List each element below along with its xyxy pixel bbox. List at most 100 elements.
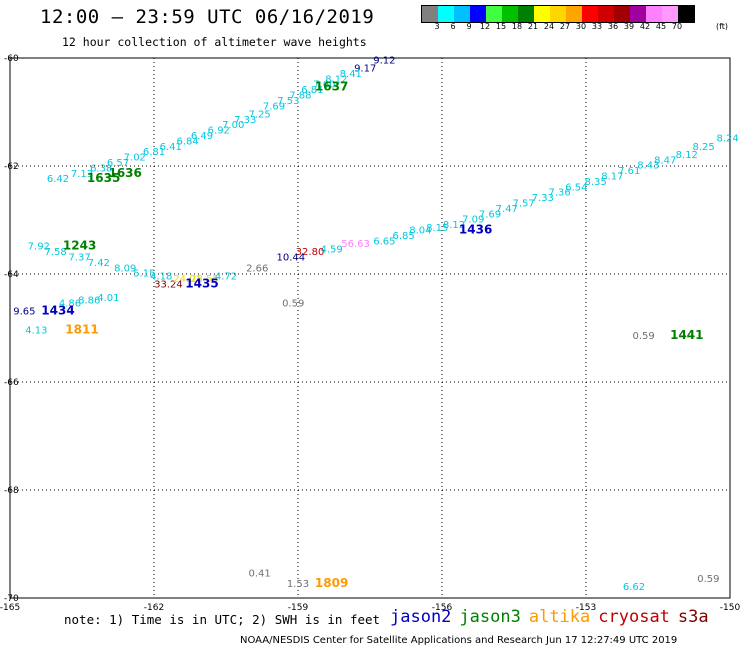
wave-height-label: 8.35 bbox=[584, 177, 606, 188]
wave-height-label: 7.92 bbox=[28, 242, 50, 253]
wave-height-label: 6.62 bbox=[623, 582, 645, 593]
footer-credit: NOAA/NESDIS Center for Satellite Applica… bbox=[240, 635, 678, 646]
satellite-cryosat: cryosat bbox=[598, 607, 670, 627]
satellite-legend: jason2 jason3 altika cryosat s3a bbox=[390, 607, 717, 627]
wave-height-label: 8.12 bbox=[443, 220, 465, 231]
wave-height-label: 28.55 bbox=[190, 274, 219, 285]
pass-time-label: 1637 bbox=[315, 79, 348, 93]
wave-height-label: 9.12 bbox=[373, 55, 395, 66]
wave-height-label: 8.04 bbox=[409, 226, 431, 237]
colorbar-label: 12 bbox=[479, 22, 491, 31]
wave-height-label: 8.15 bbox=[426, 223, 448, 234]
wave-height-label: 6.85 bbox=[392, 231, 414, 242]
wave-height-label: 4.13 bbox=[25, 325, 47, 336]
colorbar-swatch bbox=[646, 6, 662, 22]
colorbar-swatch bbox=[566, 6, 582, 22]
wave-height-label: 8.41 bbox=[340, 69, 362, 80]
wave-height-label: 7.37 bbox=[68, 253, 90, 264]
wave-height-label: 8.17 bbox=[601, 172, 623, 183]
colorbar-label: 33 bbox=[591, 22, 603, 31]
colorbar-label: 27 bbox=[559, 22, 571, 31]
colorbar-swatch bbox=[422, 6, 438, 22]
colorbar-swatch bbox=[678, 6, 694, 22]
wave-height-label: 4.01 bbox=[97, 293, 119, 304]
wave-height-label: 0.59 bbox=[697, 574, 719, 585]
colorbar-label: 6 bbox=[450, 22, 456, 31]
wave-height-label: 4.18 bbox=[150, 271, 172, 282]
wave-height-label: 1.53 bbox=[287, 579, 309, 590]
wave-height-label: 7.02 bbox=[124, 153, 146, 164]
pass-time-label: 1636 bbox=[108, 166, 141, 180]
page-subtitle: 12 hour collection of altimeter wave hei… bbox=[62, 35, 367, 49]
wave-height-label: 5.15 bbox=[133, 269, 155, 280]
lon-tick-label: -165 bbox=[0, 603, 20, 613]
wave-height-label: 7.25 bbox=[248, 109, 270, 120]
wave-height-label: 6.57 bbox=[107, 158, 129, 169]
satellite-jason3: jason3 bbox=[459, 607, 521, 627]
wave-height-label: 8.12 bbox=[676, 150, 698, 161]
wave-height-label: 8.12 bbox=[325, 74, 347, 85]
pass-time-label: 1436 bbox=[459, 223, 492, 237]
wave-height-label: 4.72 bbox=[215, 271, 237, 282]
wave-height-label: 8.24 bbox=[716, 134, 738, 145]
lat-tick-label: -60 bbox=[4, 54, 19, 64]
wave-height-label: 8.25 bbox=[692, 142, 714, 153]
wave-height-label: 9.65 bbox=[13, 307, 35, 318]
lon-tick-label: -156 bbox=[432, 603, 453, 613]
colorbar-label: 9 bbox=[466, 22, 472, 31]
wave-height-label: 7.53 bbox=[277, 96, 299, 107]
colorbar-label: 18 bbox=[511, 22, 523, 31]
lon-tick-label: -162 bbox=[144, 603, 164, 613]
wave-height-label: 8.09 bbox=[114, 263, 136, 274]
wave-height-label: 8.86 bbox=[78, 296, 100, 307]
colorbar-swatch bbox=[582, 6, 598, 22]
wave-height-label: 6.92 bbox=[208, 126, 230, 137]
wave-height-label: 7.36 bbox=[548, 188, 570, 199]
wave-height-label: 7.69 bbox=[263, 101, 285, 112]
colorbar-swatch bbox=[486, 6, 502, 22]
colorbar-label: 42 bbox=[639, 22, 651, 31]
wave-height-label: 7.33 bbox=[234, 115, 256, 126]
colorbar-swatch bbox=[550, 6, 566, 22]
pass-time-label: 1635 bbox=[87, 171, 120, 185]
wave-height-label: 7.60 bbox=[313, 80, 335, 91]
lon-tick-label: -159 bbox=[288, 603, 309, 613]
colorbar-swatch bbox=[454, 6, 470, 22]
wave-height-label: 7.61 bbox=[618, 166, 640, 177]
wave-height-label: 7.09 bbox=[462, 215, 484, 226]
wave-height-label: 2.66 bbox=[246, 263, 268, 274]
lon-tick-label: -153 bbox=[576, 603, 596, 613]
lon-tick-label: -150 bbox=[720, 603, 740, 613]
wave-height-label: 0.59 bbox=[282, 298, 304, 309]
colorbar-label: 3 bbox=[434, 22, 440, 31]
wave-height-label: 7.47 bbox=[496, 204, 518, 215]
colorbar-swatch bbox=[518, 6, 534, 22]
lat-tick-label: -62 bbox=[4, 162, 19, 172]
colorbar-swatch bbox=[614, 6, 630, 22]
lat-tick-label: -70 bbox=[4, 594, 19, 604]
wave-height-label: 6.49 bbox=[191, 131, 213, 142]
wave-height-label: 56.63 bbox=[341, 239, 370, 250]
wave-height-label: 24.01 bbox=[173, 274, 202, 285]
wave-height-label: 6.81 bbox=[143, 147, 165, 158]
wave-height-label: 6.65 bbox=[373, 236, 395, 247]
satellite-s3a: s3a bbox=[677, 607, 709, 627]
lat-tick-label: -64 bbox=[4, 270, 19, 280]
wave-height-label: 7.69 bbox=[479, 209, 501, 220]
colorbar-label: 39 bbox=[623, 22, 635, 31]
wave-height-label: 7.00 bbox=[222, 120, 244, 131]
colorbar-swatch bbox=[598, 6, 614, 22]
page-title: 12:00 – 23:59 UTC 06/16/2019 bbox=[40, 6, 375, 28]
wave-height-label: 8.43 bbox=[637, 161, 659, 172]
pass-time-label: 1441 bbox=[670, 328, 703, 342]
pass-time-label: 1243 bbox=[63, 239, 96, 253]
wave-height-label: 6.38 bbox=[90, 163, 112, 174]
swh-colorbar bbox=[421, 5, 695, 23]
wave-height-label: 6.42 bbox=[47, 174, 69, 185]
wave-height-label: 4.59 bbox=[320, 244, 342, 255]
colorbar-swatch bbox=[438, 6, 454, 22]
wave-height-label: 6.84 bbox=[176, 136, 198, 147]
satellite-jason2: jason2 bbox=[390, 607, 452, 627]
